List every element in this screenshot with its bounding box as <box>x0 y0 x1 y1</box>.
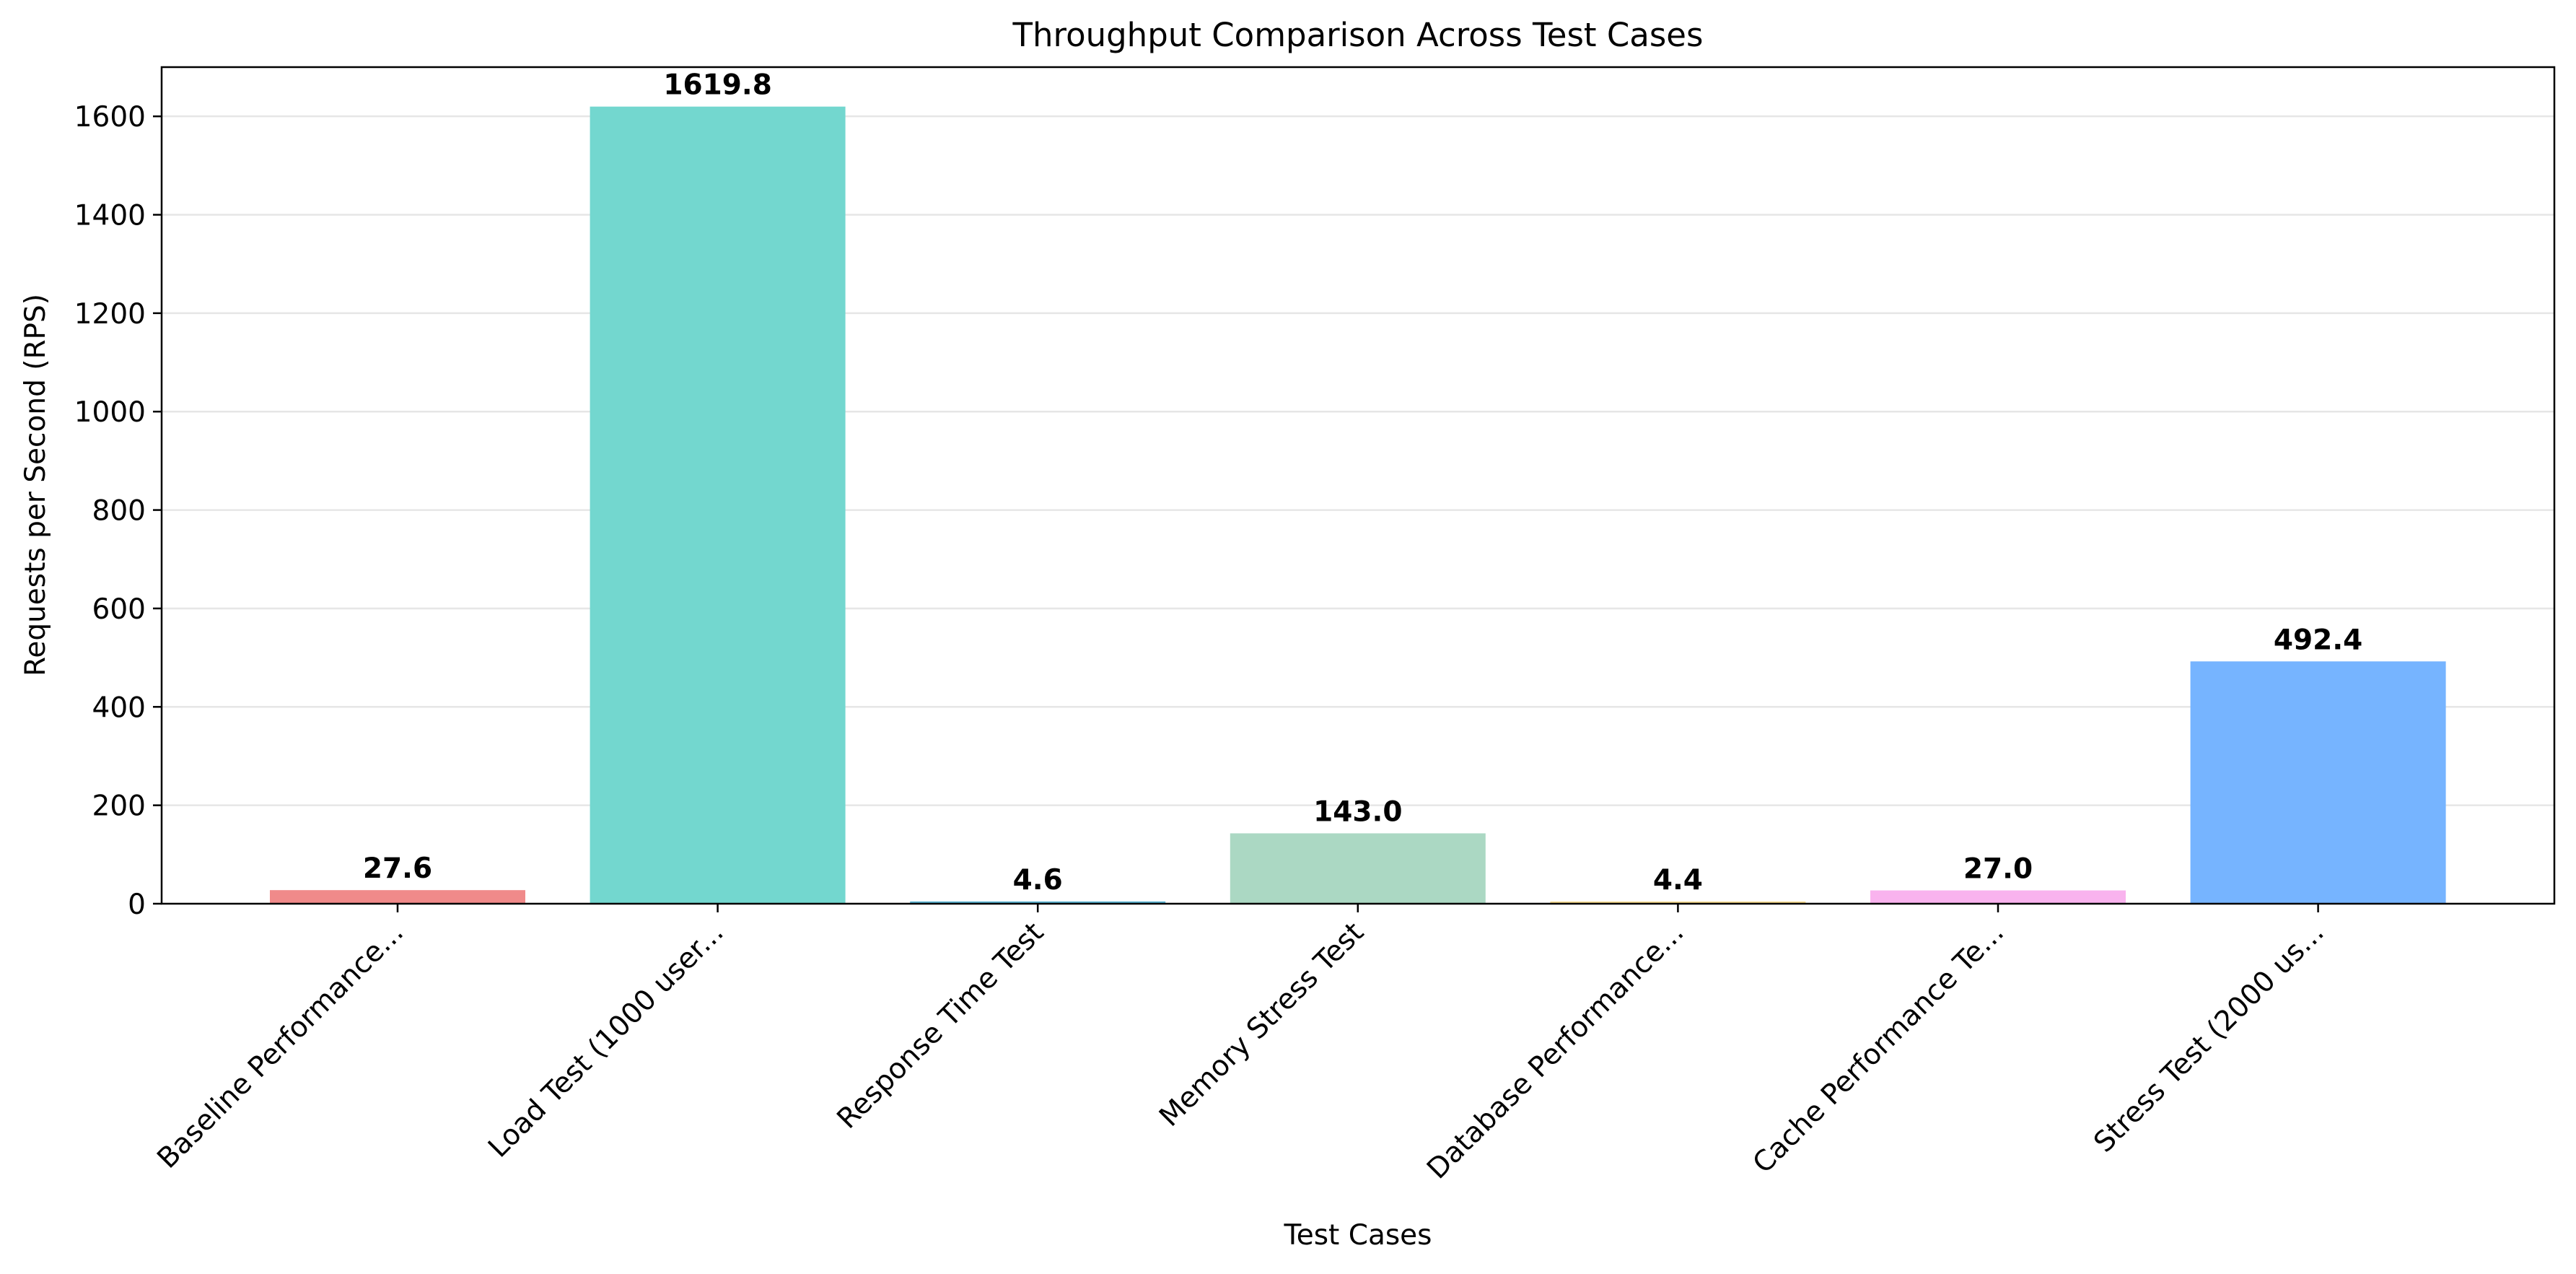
bar <box>270 890 525 904</box>
y-tick-label: 1600 <box>74 101 146 134</box>
bar-value-label: 143.0 <box>1313 796 1402 829</box>
bar-value-label: 4.4 <box>1653 864 1703 896</box>
x-axis-label: Test Cases <box>1284 1219 1432 1252</box>
bar <box>1550 902 1806 904</box>
bar <box>590 106 846 904</box>
bar <box>2190 661 2446 904</box>
bar <box>910 901 1166 904</box>
bar-value-label: 1619.8 <box>663 69 772 102</box>
y-tick-label: 200 <box>92 790 146 823</box>
bar-value-labels: 27.6 1619.8 4.6 143.0 4.4 27.0 492.4 <box>363 69 2362 896</box>
y-tick-label: 1000 <box>74 396 146 429</box>
y-tick-label: 400 <box>92 691 146 724</box>
bar-value-label: 4.6 <box>1013 864 1063 896</box>
bars <box>270 106 2446 904</box>
y-tick-label: 1400 <box>74 200 146 232</box>
y-tick-label: 600 <box>92 593 146 626</box>
bar-value-label: 492.4 <box>2274 624 2362 656</box>
y-tick-label: 1200 <box>74 298 146 331</box>
y-tick-label: 800 <box>92 495 146 528</box>
grid-lines <box>162 115 2554 905</box>
bar-value-label: 27.0 <box>1963 853 2033 886</box>
bar-value-label: 27.6 <box>363 852 432 885</box>
bar <box>1230 833 1486 904</box>
chart-title: Throughput Comparison Across Test Cases <box>1012 16 1704 54</box>
bar <box>1870 890 2126 904</box>
y-axis-label: Requests per Second (RPS) <box>19 294 52 676</box>
y-axis-ticks: 0 200 400 600 800 1000 1200 1400 1600 <box>74 101 162 921</box>
y-tick-label: 0 <box>128 889 146 921</box>
